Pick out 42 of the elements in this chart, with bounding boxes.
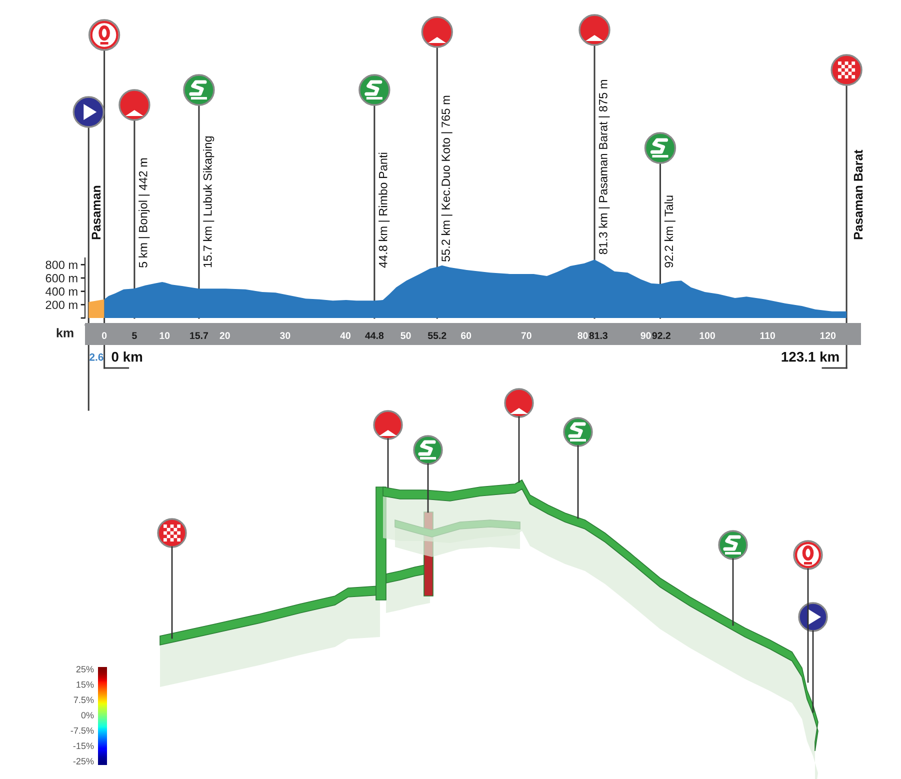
ref-line-label: 5 km | Bonjol | 442 m — [138, 158, 150, 268]
y-tick-label: 200 m — [46, 300, 78, 310]
y-tick-label: 400 m — [46, 287, 78, 296]
text: -25% — [73, 758, 94, 764]
x-tick-label: 20 — [220, 332, 230, 340]
text: 0 km — [112, 352, 142, 362]
text: 123.1 km — [782, 352, 839, 362]
x-tick-label: 0 — [102, 332, 107, 340]
x-tick-label: 70 — [521, 332, 532, 340]
text: -7.5% — [70, 727, 94, 734]
x-axis-title: km — [56, 328, 74, 338]
x-tick-label: 10 — [160, 332, 170, 340]
text: 15% — [76, 681, 94, 688]
x-tick-label: 60 — [461, 332, 472, 340]
x-tick-label: 44.8 — [365, 332, 384, 340]
x-tick-label: 80 — [578, 332, 588, 340]
x-tick-label: 15.7 — [190, 332, 208, 340]
x-tick-label: 110 — [760, 332, 775, 340]
ref-line-label: 44.8 km | Rimbo Panti — [378, 152, 390, 268]
text: 0% — [81, 712, 94, 718]
ref-line-label: 15.7 km | Lubuk Sikaping — [203, 136, 214, 268]
x-tick-label: 100 — [700, 332, 715, 340]
ref-line-label: 81.3 km | Pasaman Barat | 875 m — [598, 80, 610, 254]
ref-line-label: 55.2 km | Kec.Duo Koto | 765 m — [441, 96, 452, 262]
text: 2.6 — [90, 353, 104, 361]
x-tick-label: 30 — [280, 332, 290, 340]
x-tick-label: 55.2 — [428, 332, 446, 340]
text: -15% — [73, 742, 94, 750]
x-tick-label: 40 — [340, 332, 350, 340]
y-tick-label: 600 m — [46, 274, 78, 282]
text: 25% — [76, 666, 94, 672]
y-tick-label: 800 m — [46, 260, 78, 270]
x-tick-label: 5 — [132, 332, 137, 340]
x-tick-label: 120 — [820, 332, 836, 340]
ref-line-label: Pasaman Barat — [854, 150, 863, 240]
text: 7.5% — [74, 696, 94, 704]
ref-line-label: 92.2 km | Talu — [664, 196, 676, 268]
x-tick-label: 50 — [400, 332, 411, 340]
x-tick-label: 92.2 — [652, 332, 670, 340]
ref-line-label: Pasaman — [92, 186, 101, 240]
x-tick-label: 90 — [640, 332, 651, 340]
x-tick-label: 81.3 — [589, 332, 608, 340]
